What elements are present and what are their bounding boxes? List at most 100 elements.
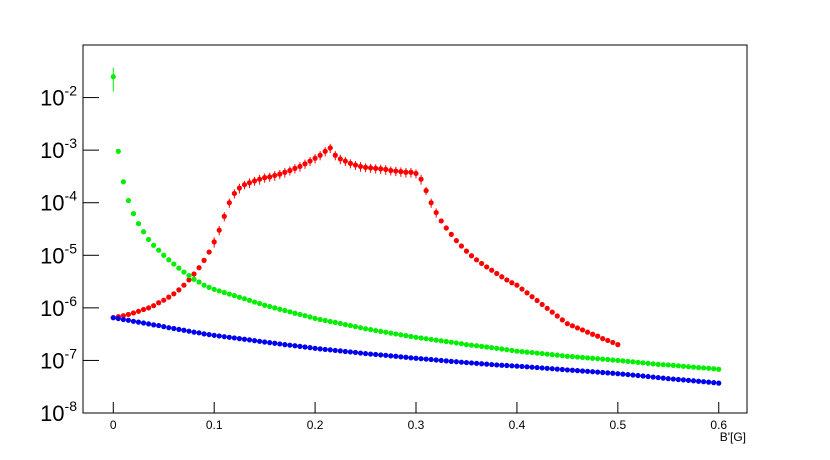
data-point	[554, 366, 560, 372]
data-point	[352, 162, 359, 168]
data-point	[221, 334, 227, 340]
data-point	[201, 331, 207, 337]
y-tick-label: 10-6	[40, 293, 77, 321]
data-point	[251, 299, 258, 305]
data-point	[307, 158, 313, 164]
data-point	[615, 371, 621, 377]
data-point	[529, 364, 535, 370]
data-point	[166, 325, 172, 331]
data-point	[120, 316, 126, 323]
data-point	[665, 376, 671, 382]
data-point	[539, 350, 545, 357]
data-point	[246, 180, 253, 186]
data-point	[408, 169, 414, 175]
data-point	[130, 310, 137, 316]
data-point	[504, 347, 510, 353]
data-point	[403, 169, 409, 175]
data-point	[479, 361, 485, 367]
data-point	[267, 174, 273, 180]
data-point	[453, 359, 459, 365]
data-point	[256, 338, 263, 344]
data-point	[711, 366, 717, 372]
data-point	[140, 320, 147, 326]
data-point	[282, 169, 288, 175]
data-point	[161, 252, 167, 258]
data-point	[564, 353, 570, 359]
data-point	[458, 341, 465, 347]
data-point	[625, 371, 631, 378]
data-point	[282, 307, 288, 314]
data-point	[458, 243, 465, 249]
data-point	[140, 306, 147, 313]
data-point	[206, 249, 212, 255]
data-point	[327, 318, 333, 325]
data-point	[574, 354, 581, 360]
data-point	[584, 329, 591, 335]
data-point	[383, 329, 389, 335]
data-point	[670, 362, 676, 368]
data-point	[110, 74, 116, 80]
data-point	[292, 310, 298, 316]
data-point	[554, 352, 560, 358]
data-point	[302, 344, 308, 350]
data-point	[120, 179, 126, 185]
data-point	[206, 284, 212, 290]
data-point	[625, 358, 631, 364]
data-point	[448, 231, 454, 237]
data-point	[327, 347, 333, 353]
data-point	[297, 163, 303, 170]
data-point	[373, 351, 379, 358]
x-tick-label: 0	[110, 418, 117, 432]
data-point	[640, 360, 646, 366]
data-point	[171, 291, 177, 297]
data-point	[297, 311, 303, 318]
data-point	[267, 303, 273, 310]
data-point	[514, 348, 520, 354]
data-point	[231, 293, 237, 299]
data-point	[211, 286, 217, 292]
data-point	[347, 349, 354, 355]
data-point	[408, 355, 414, 361]
data-point	[690, 378, 697, 384]
y-tick-label: 10-2	[40, 83, 77, 111]
data-point	[630, 372, 636, 378]
data-point	[595, 356, 601, 362]
data-point	[509, 280, 515, 286]
data-point	[473, 360, 480, 366]
data-point	[398, 169, 404, 175]
data-point	[706, 379, 712, 385]
data-point	[362, 350, 369, 357]
data-point	[569, 354, 576, 360]
data-point	[690, 364, 697, 370]
data-point	[347, 160, 354, 166]
data-point	[186, 273, 192, 279]
data-point	[650, 374, 656, 380]
data-point	[135, 221, 142, 227]
data-point	[524, 349, 530, 355]
y-tick-label: 10-5	[40, 240, 77, 268]
data-point	[433, 209, 439, 216]
data-point	[489, 345, 495, 351]
data-point	[529, 349, 535, 356]
data-point	[559, 366, 565, 373]
data-point	[145, 236, 152, 243]
data-point	[307, 345, 313, 351]
data-point	[509, 363, 515, 369]
data-point	[534, 297, 540, 304]
data-point	[156, 247, 162, 253]
data-point	[524, 364, 530, 370]
data-point	[423, 336, 429, 342]
data-point	[579, 327, 586, 333]
data-point	[322, 317, 328, 324]
data-point	[145, 321, 152, 327]
data-point	[287, 309, 293, 315]
data-point	[221, 289, 227, 296]
data-point	[327, 145, 333, 151]
data-point	[145, 305, 152, 311]
data-point	[453, 340, 459, 346]
data-point	[473, 343, 480, 349]
data-point	[443, 358, 449, 364]
data-point	[378, 166, 384, 172]
data-point	[549, 309, 555, 315]
data-point	[166, 294, 172, 300]
